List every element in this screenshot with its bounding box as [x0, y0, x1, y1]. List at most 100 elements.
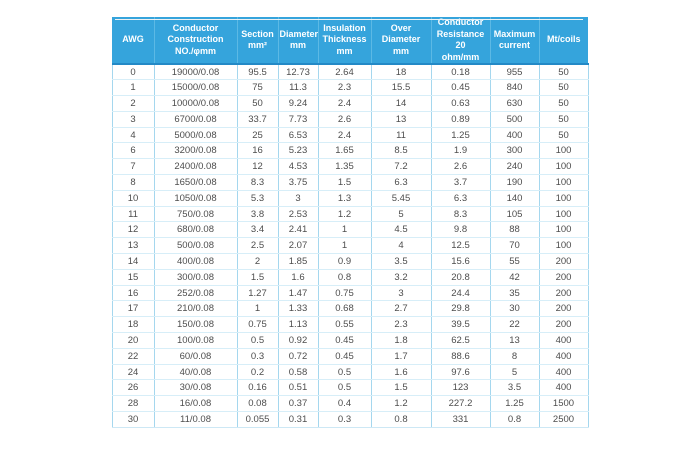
cell-awg: 10: [111, 190, 154, 207]
cell-mt-coils: 200: [538, 316, 589, 334]
table-row: 11 750/0.08 3.8 2.53 1.2 5 8.3 105 100: [111, 206, 589, 223]
cell-conductor-resistance: 331: [430, 411, 490, 428]
cell-over-diameter: 2.7: [370, 300, 431, 318]
cell-conductor-construction: 150/0.08: [153, 316, 237, 334]
cell-awg: 26: [111, 379, 154, 397]
column-header-maximum-current: Maximum current: [489, 17, 539, 65]
cell-over-diameter: 1.6: [370, 364, 431, 381]
cell-conductor-resistance: 15.6: [430, 253, 490, 270]
cell-diameter: 6.53: [277, 127, 318, 144]
cell-mt-coils: 50: [538, 127, 589, 144]
cell-conductor-resistance: 20.8: [430, 269, 490, 286]
cell-section: 75: [236, 79, 278, 97]
cell-mt-coils: 100: [538, 174, 589, 191]
cell-insulation-thickness: 0.9: [317, 253, 371, 270]
table-row: 10 1050/0.08 5.3 3 1.3 5.45 6.3 140 100: [111, 190, 589, 207]
cell-section: 1.5: [236, 269, 278, 286]
cell-insulation-thickness: 2.3: [317, 79, 371, 97]
cell-over-diameter: 6.3: [370, 174, 431, 191]
cell-conductor-construction: 100/0.08: [153, 332, 237, 349]
cell-maximum-current: 500: [489, 111, 539, 128]
cell-section: 50: [236, 95, 278, 112]
cell-insulation-thickness: 2.4: [317, 95, 371, 112]
column-header-mt-coils: Mt/coils: [538, 17, 588, 65]
cell-over-diameter: 4.5: [370, 221, 431, 239]
cell-awg: 18: [111, 316, 154, 334]
cell-conductor-construction: 6700/0.08: [153, 111, 237, 128]
cell-conductor-resistance: 123: [430, 379, 490, 397]
cell-conductor-resistance: 24.4: [430, 285, 490, 302]
cell-mt-coils: 100: [538, 237, 589, 255]
cell-awg: 22: [111, 348, 154, 365]
cell-insulation-thickness: 1.2: [317, 206, 371, 223]
cell-mt-coils: 400: [538, 379, 589, 397]
cell-conductor-resistance: 227.2: [430, 395, 490, 413]
cell-section: 0.16: [236, 379, 278, 397]
cell-conductor-resistance: 0.89: [430, 111, 490, 128]
cell-awg: 6: [111, 142, 154, 160]
table-row: 6 3200/0.08 16 5.23 1.65 8.5 1.9 300 100: [111, 142, 589, 160]
cell-section: 16: [236, 142, 278, 160]
cell-mt-coils: 50: [538, 79, 589, 97]
table-row: 4 5000/0.08 25 6.53 2.4 11 1.25 400 50: [111, 127, 589, 144]
cell-conductor-construction: 16/0.08: [153, 395, 237, 413]
cell-awg: 28: [111, 395, 154, 413]
cell-over-diameter: 11: [370, 127, 431, 144]
cell-conductor-construction: 252/0.08: [153, 285, 237, 302]
cell-diameter: 1.47: [277, 285, 318, 302]
cell-insulation-thickness: 0.45: [317, 332, 371, 349]
cell-over-diameter: 5: [370, 206, 431, 223]
cell-awg: 1: [111, 79, 154, 97]
cell-awg: 15: [111, 269, 154, 286]
table-row: 24 40/0.08 0.2 0.58 0.5 1.6 97.6 5 400: [111, 364, 589, 381]
cell-awg: 4: [111, 127, 154, 144]
cell-maximum-current: 240: [489, 158, 539, 176]
cell-conductor-resistance: 2.6: [430, 158, 490, 176]
cell-insulation-thickness: 0.3: [317, 411, 371, 428]
column-header-over-diameter: Over Diameter mm: [370, 17, 431, 65]
cell-maximum-current: 955: [489, 64, 539, 81]
cell-conductor-resistance: 0.45: [430, 79, 490, 97]
header-row: AWG Conductor Construction NO./φmm Section…: [111, 17, 588, 65]
cell-awg: 17: [111, 300, 154, 318]
cell-maximum-current: 42: [489, 269, 539, 286]
cell-over-diameter: 13: [370, 111, 431, 128]
cell-diameter: 0.51: [277, 379, 318, 397]
cell-conductor-construction: 30/0.08: [153, 379, 237, 397]
cell-diameter: 5.23: [277, 142, 318, 160]
cell-conductor-construction: 500/0.08: [153, 237, 237, 255]
table-row: 3 6700/0.08 33.7 7.73 2.6 13 0.89 500 50: [111, 111, 589, 128]
cell-section: 12: [236, 158, 278, 176]
cell-maximum-current: 35: [489, 285, 539, 302]
cell-over-diameter: 3.5: [370, 253, 431, 270]
cell-conductor-construction: 2400/0.08: [153, 158, 237, 176]
cell-maximum-current: 70: [489, 237, 539, 255]
cell-mt-coils: 50: [538, 95, 589, 112]
cell-mt-coils: 200: [538, 253, 589, 270]
cell-insulation-thickness: 0.5: [317, 379, 371, 397]
cell-awg: 24: [111, 364, 154, 381]
cell-section: 25: [236, 127, 278, 144]
table-row: 22 60/0.08 0.3 0.72 0.45 1.7 88.6 8 400: [111, 348, 589, 365]
cell-mt-coils: 100: [538, 206, 589, 223]
cell-awg: 13: [111, 237, 154, 255]
cell-conductor-construction: 210/0.08: [153, 300, 237, 318]
cell-conductor-construction: 10000/0.08: [153, 95, 237, 112]
cell-maximum-current: 0.8: [489, 411, 539, 428]
cell-maximum-current: 5: [489, 364, 539, 381]
cell-mt-coils: 400: [538, 332, 589, 349]
cell-over-diameter: 0.8: [370, 411, 431, 428]
cell-conductor-resistance: 62.5: [430, 332, 490, 349]
cell-conductor-resistance: 39.5: [430, 316, 490, 334]
cell-over-diameter: 3.2: [370, 269, 431, 286]
cell-section: 2.5: [236, 237, 278, 255]
table-body: 0 19000/0.08 95.5 12.73 2.64 18 0.18 955 50 1 1500…: [111, 64, 589, 428]
cell-insulation-thickness: 1.3: [317, 190, 371, 207]
cell-over-diameter: 7.2: [370, 158, 431, 176]
cell-diameter: 1.6: [277, 269, 318, 286]
table-row: 16 252/0.08 1.27 1.47 0.75 3 24.4 35 200: [111, 285, 589, 302]
cell-mt-coils: 50: [538, 64, 589, 81]
cell-maximum-current: 190: [489, 174, 539, 191]
cell-mt-coils: 1500: [538, 395, 589, 413]
cell-insulation-thickness: 0.4: [317, 395, 371, 413]
